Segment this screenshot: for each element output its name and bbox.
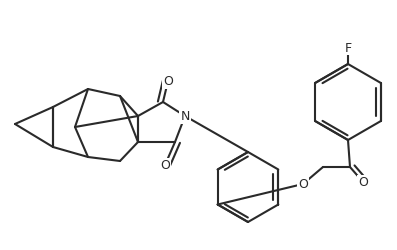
Text: O: O [358, 176, 368, 189]
Text: N: N [180, 110, 190, 123]
Text: O: O [163, 75, 173, 88]
Text: O: O [160, 159, 170, 172]
Text: F: F [345, 41, 352, 54]
Text: O: O [298, 178, 308, 191]
